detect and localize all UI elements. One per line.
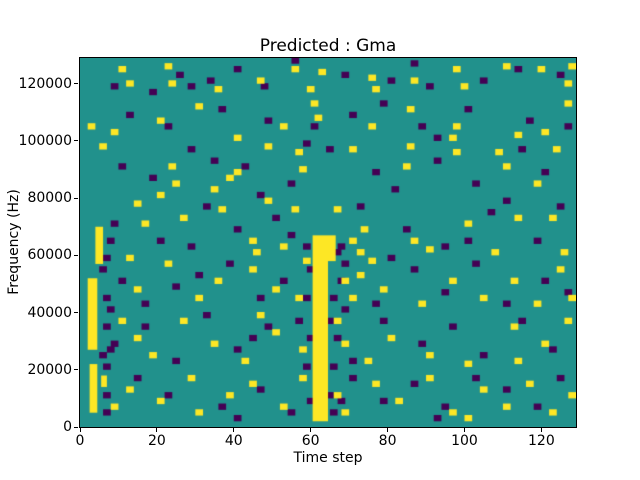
x-tick-label: 80 [378, 433, 397, 449]
y-tick-mark [74, 426, 78, 428]
y-tick-label: 80000 [27, 190, 72, 207]
x-tick-mark [540, 428, 542, 432]
y-tick-label: 60000 [27, 247, 72, 264]
y-tick-mark [74, 83, 78, 85]
x-tick-mark [463, 428, 465, 432]
x-tick-label: 60 [301, 433, 320, 449]
y-tick-mark [74, 197, 78, 199]
y-tick-mark [74, 369, 78, 371]
y-tick-mark [74, 254, 78, 256]
x-tick-mark [387, 428, 389, 432]
y-tick-label: 20000 [27, 361, 72, 378]
y-tick-mark [74, 140, 78, 142]
y-axis-label: Frequency (Hz) [6, 189, 22, 295]
x-tick-mark [310, 428, 312, 432]
y-tick-label: 120000 [18, 75, 72, 92]
x-tick-label: 0 [75, 433, 85, 449]
x-tick-mark [79, 428, 81, 432]
x-tick-label: 20 [147, 433, 166, 449]
heatmap-canvas [80, 58, 576, 427]
y-tick-label: 0 [63, 419, 72, 435]
x-tick-mark [233, 428, 235, 432]
x-tick-label: 100 [451, 433, 478, 449]
x-tick-label: 120 [528, 433, 555, 449]
x-tick-mark [156, 428, 158, 432]
x-axis-label: Time step [293, 450, 363, 466]
y-tick-mark [74, 312, 78, 314]
plot-title: Predicted : Gma [259, 36, 397, 56]
y-tick-label: 100000 [18, 132, 72, 149]
x-tick-label: 40 [224, 433, 243, 449]
y-tick-label: 40000 [27, 304, 72, 321]
plot-area [79, 57, 577, 428]
